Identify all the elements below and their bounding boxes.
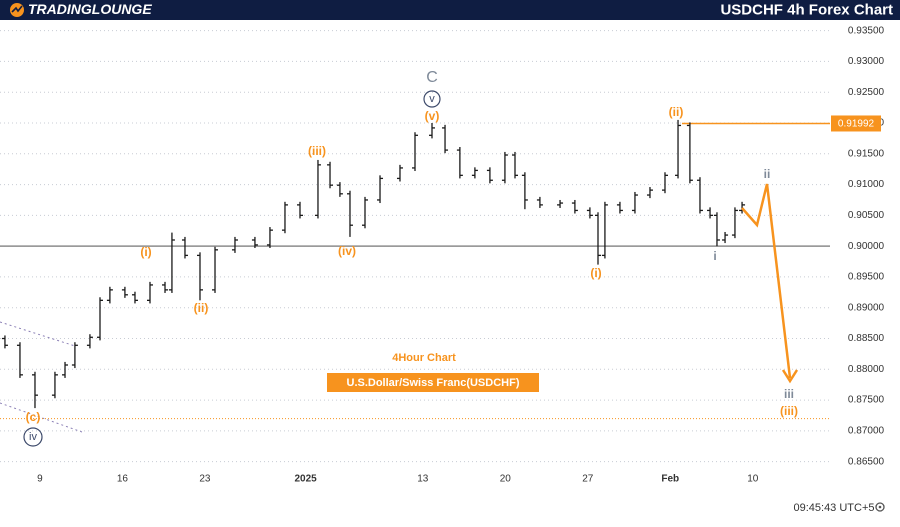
price-label: 0.91992 xyxy=(838,119,875,130)
logo-text: TRADINGLOUNGE xyxy=(28,1,152,17)
wave-label: C xyxy=(426,69,438,86)
wave-label: ii xyxy=(764,167,771,181)
wave-circle xyxy=(423,90,441,108)
wave-label: (i) xyxy=(140,245,151,259)
instrument-label: U.S.Dollar/Swiss Franc(USDCHF) xyxy=(347,377,520,389)
bars-layer xyxy=(1,119,746,409)
y-tick-label: 0.92500 xyxy=(848,87,885,98)
x-tick-label: 23 xyxy=(199,474,211,485)
wave-label: (i) xyxy=(590,266,601,280)
y-tick-label: 0.88500 xyxy=(848,333,885,344)
x-tick-label: 13 xyxy=(417,474,429,485)
y-tick-label: 0.89500 xyxy=(848,272,885,283)
chart-subtitle: 4Hour Chart xyxy=(392,352,456,364)
y-tick-label: 0.91000 xyxy=(848,179,885,190)
wave-circle xyxy=(23,427,43,447)
wave-label: (ii) xyxy=(194,301,209,315)
instrument-box xyxy=(327,373,539,392)
levels-layer xyxy=(0,122,830,420)
y-tick-label: 0.93000 xyxy=(848,56,885,67)
y-tick-label: 0.88000 xyxy=(848,364,885,375)
wave-labels: (i) (ii) (iii) (iv) (v) C v (c) iv (i) (… xyxy=(23,69,798,447)
x-tick-label: 27 xyxy=(582,474,594,485)
x-tick-label: 2025 xyxy=(294,474,317,485)
y-tick-label: 0.87000 xyxy=(848,426,885,437)
axes-layer: 0.86500 0.87000 0.87500 0.88000 0.88500 0.890… xyxy=(37,25,884,484)
x-tick-label: Feb xyxy=(661,474,679,485)
wave-label: (iv) xyxy=(338,244,356,258)
clock: 09:45:43 UTC+5 xyxy=(793,502,874,514)
x-tick-label: 16 xyxy=(117,474,129,485)
wave-label: (iii) xyxy=(780,404,798,418)
chart-title: USDCHF 4h Forex Chart xyxy=(720,1,893,18)
y-tick-label: 0.87500 xyxy=(848,395,885,406)
projection-path xyxy=(741,183,792,379)
y-tick-label: 0.89000 xyxy=(848,302,885,313)
wave-label: i xyxy=(713,249,716,263)
wave-label: (v) xyxy=(425,109,440,123)
wave-label: iv xyxy=(29,431,37,443)
y-tick-label: 0.90000 xyxy=(848,241,885,252)
y-tick-label: 0.91500 xyxy=(848,148,885,159)
y-tick-label: 0.90500 xyxy=(848,210,885,221)
projection-arrowhead xyxy=(781,369,799,384)
header-bar xyxy=(0,0,900,20)
settings-icon[interactable] xyxy=(875,502,885,512)
x-tick-label: 20 xyxy=(500,474,512,485)
y-tick-label: 0.86500 xyxy=(848,456,885,467)
y-tick-label: 0.93500 xyxy=(848,25,885,36)
settings-icon-center xyxy=(878,505,882,509)
channel-line xyxy=(0,321,76,347)
wave-label: (c) xyxy=(26,410,41,424)
x-tick-label: 10 xyxy=(747,474,759,485)
wave-label: (ii) xyxy=(669,105,684,119)
wave-label: iii xyxy=(784,387,794,401)
wave-label: (iii) xyxy=(308,144,326,158)
price-label-box xyxy=(831,115,881,132)
x-tick-label: 9 xyxy=(37,474,43,485)
wave-label: v xyxy=(429,93,435,105)
logo-mark xyxy=(11,5,23,13)
